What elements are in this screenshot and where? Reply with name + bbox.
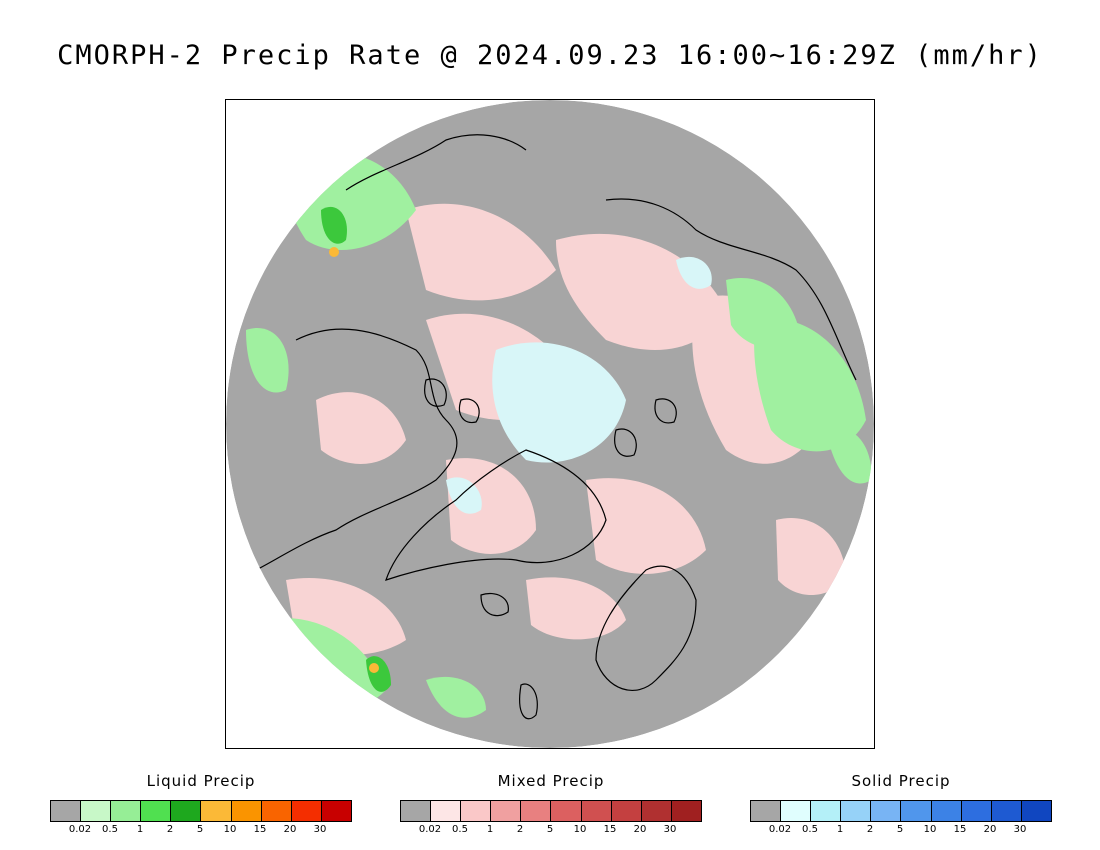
solid-precip-region bbox=[676, 256, 712, 289]
legend-swatch bbox=[961, 801, 992, 821]
legend-swatch bbox=[641, 801, 672, 821]
legend-swatch bbox=[261, 801, 292, 821]
legend-tick-label: 15 bbox=[603, 824, 617, 835]
legend-ticks: 0.02 0.5 1 2 5 10 15 20 30 bbox=[50, 824, 352, 840]
polar-precip-map bbox=[226, 100, 874, 748]
legend-mixed-precip: Mixed Precip 0.02 0.5 1 2 5 10 15 20 30 bbox=[400, 772, 702, 840]
legend-tick-label: 2 bbox=[516, 824, 524, 835]
legend-swatch bbox=[871, 801, 902, 821]
legend-tick-label: 20 bbox=[633, 824, 647, 835]
mixed-precip-region bbox=[406, 203, 556, 301]
coastline bbox=[385, 449, 607, 581]
solid-precip-region bbox=[492, 342, 626, 463]
legend-tick-label: 5 bbox=[196, 824, 204, 835]
coastline bbox=[605, 198, 857, 381]
liquid-precip-region bbox=[826, 428, 872, 484]
legend-swatch bbox=[521, 801, 552, 821]
liquid-precip-region bbox=[754, 318, 866, 452]
coastline bbox=[255, 328, 458, 571]
legend-tick-label: 0.5 bbox=[802, 824, 818, 835]
legend-tick-label: 0.02 bbox=[768, 824, 792, 835]
coastline bbox=[595, 565, 697, 691]
heavy-precip-spot bbox=[369, 663, 379, 673]
solid-precip-areas bbox=[446, 256, 712, 514]
legend-ticks: 0.02 0.5 1 2 5 10 15 20 30 bbox=[750, 824, 1052, 840]
legend-title: Solid Precip bbox=[851, 772, 951, 790]
coastline bbox=[614, 428, 637, 457]
legend-swatch bbox=[581, 801, 612, 821]
legend-swatch bbox=[231, 801, 262, 821]
legend-tick-label: 2 bbox=[866, 824, 874, 835]
legend-swatch bbox=[81, 801, 112, 821]
coastline bbox=[654, 398, 677, 424]
legend-tick-label: 15 bbox=[253, 824, 267, 835]
heavy-liquid-region bbox=[321, 206, 347, 244]
legend-swatch bbox=[201, 801, 232, 821]
legend-ticks: 0.02 0.5 1 2 5 10 15 20 30 bbox=[400, 824, 702, 840]
mixed-precip-region bbox=[776, 518, 846, 595]
legend-tick-label: 0.5 bbox=[102, 824, 118, 835]
map-frame bbox=[225, 99, 875, 749]
mixed-precip-region bbox=[586, 478, 706, 574]
solid-precip-region bbox=[446, 477, 482, 514]
legend-swatch bbox=[431, 801, 462, 821]
legend-swatch bbox=[171, 801, 202, 821]
legend-tick-label: 5 bbox=[896, 824, 904, 835]
legend-tick-label: 1 bbox=[136, 824, 144, 835]
legend-color-bar bbox=[750, 800, 1052, 822]
legend-swatch bbox=[901, 801, 932, 821]
coastline bbox=[424, 378, 447, 407]
coastline bbox=[458, 398, 480, 424]
legend-swatch bbox=[401, 801, 432, 821]
liquid-precip-region bbox=[246, 328, 289, 393]
legend-tick-label: 20 bbox=[983, 824, 997, 835]
legend-tick-label: 30 bbox=[663, 824, 677, 835]
legend-swatch bbox=[671, 801, 701, 821]
legend-tick-label: 0.02 bbox=[68, 824, 92, 835]
legend-liquid-precip: Liquid Precip 0.02 0.5 1 2 5 10 15 20 30 bbox=[50, 772, 352, 840]
legend-swatch bbox=[991, 801, 1022, 821]
liquid-precip-region bbox=[426, 676, 486, 718]
legend-tick-label: 10 bbox=[923, 824, 937, 835]
legend-tick-label: 30 bbox=[1013, 824, 1027, 835]
legend-swatch bbox=[491, 801, 522, 821]
legend-swatch bbox=[611, 801, 642, 821]
legend-swatch bbox=[291, 801, 322, 821]
legend-title: Liquid Precip bbox=[146, 772, 256, 790]
mixed-precip-region bbox=[526, 577, 626, 640]
legend-swatch bbox=[141, 801, 172, 821]
legend-swatch bbox=[811, 801, 842, 821]
legend-tick-label: 0.02 bbox=[418, 824, 442, 835]
legend-tick-label: 15 bbox=[953, 824, 967, 835]
legend-swatch bbox=[781, 801, 812, 821]
legend-swatch bbox=[841, 801, 872, 821]
legend-color-bar bbox=[400, 800, 702, 822]
map-title: CMORPH-2 Precip Rate @ 2024.09.23 16:00~… bbox=[57, 40, 1043, 71]
legend-swatch bbox=[111, 801, 142, 821]
legend-tick-label: 30 bbox=[313, 824, 327, 835]
legend-solid-precip: Solid Precip 0.02 0.5 1 2 5 10 15 20 30 bbox=[750, 772, 1052, 840]
legend-swatch bbox=[51, 801, 82, 821]
legend-tick-label: 20 bbox=[283, 824, 297, 835]
legend-swatch bbox=[1021, 801, 1051, 821]
legend-tick-label: 1 bbox=[836, 824, 844, 835]
legend-swatch bbox=[551, 801, 582, 821]
legend-swatch bbox=[751, 801, 782, 821]
legend-swatch bbox=[321, 801, 351, 821]
legend-swatch bbox=[461, 801, 492, 821]
legend-tick-label: 10 bbox=[573, 824, 587, 835]
legend-tick-label: 2 bbox=[166, 824, 174, 835]
legend-tick-label: 0.5 bbox=[452, 824, 468, 835]
legend-color-bar bbox=[50, 800, 352, 822]
heavy-precip-spot bbox=[329, 247, 339, 257]
coastline bbox=[519, 683, 538, 720]
coastline bbox=[345, 134, 527, 191]
legend-swatch bbox=[931, 801, 962, 821]
legend-title: Mixed Precip bbox=[497, 772, 605, 790]
legend-tick-label: 10 bbox=[223, 824, 237, 835]
coastline bbox=[480, 592, 509, 617]
legend-tick-label: 1 bbox=[486, 824, 494, 835]
mixed-precip-region bbox=[316, 392, 406, 464]
legend-tick-label: 5 bbox=[546, 824, 554, 835]
